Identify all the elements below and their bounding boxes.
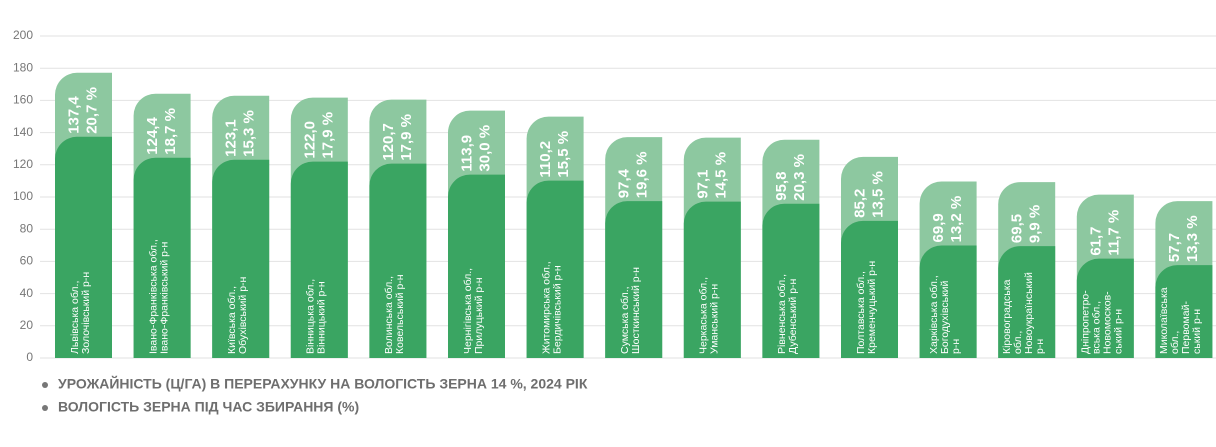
category-label: Чернігівська обл., [462,268,474,354]
category-label: Богодухівський [939,280,951,354]
category-label: обл., [1012,331,1024,354]
bar [998,246,1056,358]
moisture-label: 9,9 % [1027,205,1044,243]
category-label: Миколаївська [1158,287,1170,354]
category-label: Івано-Франківський р-н [158,242,170,354]
value-label: 61,7 [1087,226,1104,255]
category-label: Івано-Франківська обл., [147,239,159,354]
value-label: 113,9 [458,135,475,172]
category-label: Черкаська обл., [698,277,710,354]
moisture-label: 13,5 % [869,171,886,218]
moisture-label: 11,7 % [1105,210,1122,256]
category-label: Житомирська обл., [540,261,552,354]
moisture-label: 13,2 % [948,196,965,243]
category-label: Дніпропетро- [1080,290,1092,354]
moisture-label: 19,6 % [634,151,651,198]
moisture-label: 17,9 % [398,114,415,161]
y-tick-label: 80 [20,221,34,235]
bar [1155,265,1213,358]
y-tick-label: 160 [13,93,33,107]
y-tick-label: 40 [20,286,34,300]
bar [290,161,348,358]
category-label: Кременчуцький р-н [866,261,878,354]
bar [133,157,191,358]
category-label: Вінницька обл., [305,279,317,354]
category-label: ський р-н [1191,309,1203,354]
y-tick-label: 200 [13,28,33,42]
category-label: Харківська обл., [928,275,940,354]
moisture-label: 20,3 % [791,154,808,201]
moisture-label: 18,7 % [162,108,179,155]
bar [605,201,663,358]
category-label: Золочівський р-н [80,272,92,354]
category-label: Дубенський р-н [787,278,799,354]
moisture-label: 13,3 % [1184,215,1201,262]
bar [212,159,270,358]
category-label: Первомай- [1180,301,1192,354]
value-label: 97,4 [616,168,633,198]
value-label: 122,0 [301,121,318,159]
value-label: 69,5 [1009,214,1026,243]
y-tick-label: 140 [13,125,33,139]
moisture-label: 15,5 % [555,131,572,178]
bar [683,201,741,358]
category-label: обл., [1169,331,1181,354]
category-label: Новоукраїнський [1023,272,1035,354]
category-label: Обухівський р-н [237,276,249,354]
category-label: Волинська обл., [383,276,395,354]
category-label: Уманський р-н [709,284,721,354]
y-tick-label: 120 [13,157,33,171]
category-label: Львівська обл., [69,281,81,354]
category-label: Кіровоградська [1001,279,1013,354]
category-label: Бердичівський р-н [551,265,563,354]
category-label: Сумська обл., [619,286,631,354]
value-label: 123,1 [223,119,240,157]
category-label: р-н [950,339,962,354]
y-tick-label: 100 [13,189,33,203]
moisture-label: 17,9 % [319,112,336,159]
legend-bullet [42,405,48,411]
value-label: 85,2 [851,189,868,218]
value-label: 124,4 [144,117,161,155]
value-label: 137,4 [65,96,82,134]
category-label: ський р-н [1113,309,1125,354]
y-tick-label: 20 [20,318,34,332]
legend-bullet [42,382,48,388]
value-label: 95,8 [773,172,790,201]
bar [369,163,427,358]
value-label: 110,2 [537,141,554,178]
value-label: 57,7 [1166,233,1183,262]
category-label: вська обл., [1091,301,1103,354]
bar [526,180,584,358]
category-label: Рівненська обл., [776,274,788,354]
category-label: Полтавська обл., [855,271,867,354]
y-tick-label: 0 [26,350,33,364]
bar [762,203,820,358]
moisture-label: 20,7 % [83,87,100,134]
category-label: Новомосков- [1102,291,1114,354]
y-tick-label: 180 [13,60,33,74]
value-label: 97,1 [694,169,711,198]
y-tick-label: 60 [20,254,34,268]
moisture-label: 14,5 % [712,152,729,199]
bar [1076,258,1134,358]
bar [919,245,977,358]
category-label: Київська обл., [226,286,238,354]
category-label: Ковельський р-н [394,274,406,354]
legend-label: ВОЛОГІСТЬ ЗЕРНА ПІД ЧАС ЗБИРАННЯ (%) [58,399,359,415]
bar [448,174,505,358]
moisture-label: 15,3 % [241,110,258,157]
moisture-label: 30,0 % [476,125,493,172]
bar [841,220,898,358]
category-label: Прилуцький р-н [473,277,485,354]
value-label: 120,7 [380,123,397,161]
value-label: 69,9 [930,213,947,242]
category-label: Шосткинський р-н [630,267,642,354]
bar [55,136,112,358]
legend-label: УРОЖАЙНІСТЬ (Ц/ГА) В ПЕРЕРАХУНКУ НА ВОЛО… [58,375,588,392]
category-label: р-н [1034,339,1046,354]
category-label: Вінницький р-н [316,281,328,354]
